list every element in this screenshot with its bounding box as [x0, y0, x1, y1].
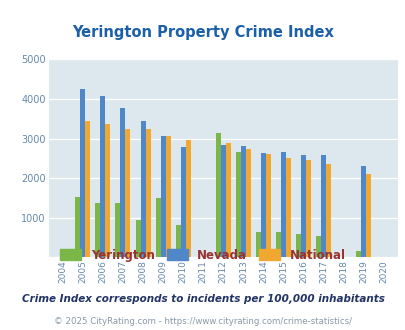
Bar [280, 152, 285, 257]
Bar [240, 146, 245, 257]
Bar [105, 124, 110, 257]
Bar [305, 160, 310, 257]
Bar [301, 155, 305, 257]
Text: Yerington Property Crime Index: Yerington Property Crime Index [72, 25, 333, 40]
Bar [125, 129, 130, 257]
Bar [95, 203, 100, 257]
Bar [175, 225, 180, 257]
Bar [75, 197, 80, 257]
Bar [220, 145, 225, 257]
Bar [115, 203, 120, 257]
Bar [245, 148, 250, 257]
Legend: Yerington, Nevada, National: Yerington, Nevada, National [55, 244, 350, 266]
Bar [185, 140, 190, 257]
Bar [255, 232, 260, 257]
Bar [165, 136, 170, 257]
Bar [265, 154, 270, 257]
Bar [320, 155, 325, 257]
Bar [315, 236, 320, 257]
Bar [325, 164, 330, 257]
Text: Crime Index corresponds to incidents per 100,000 inhabitants: Crime Index corresponds to incidents per… [21, 294, 384, 304]
Bar [295, 234, 301, 257]
Bar [365, 174, 371, 257]
Bar [120, 108, 125, 257]
Bar [160, 136, 165, 257]
Bar [155, 198, 160, 257]
Bar [275, 232, 280, 257]
Bar [235, 152, 240, 257]
Bar [100, 96, 105, 257]
Bar [260, 153, 265, 257]
Bar [180, 147, 185, 257]
Bar [285, 158, 290, 257]
Bar [360, 166, 365, 257]
Bar [215, 133, 220, 257]
Bar [145, 129, 150, 257]
Bar [135, 220, 140, 257]
Bar [225, 143, 230, 257]
Bar [80, 89, 85, 257]
Bar [355, 251, 360, 257]
Text: © 2025 CityRating.com - https://www.cityrating.com/crime-statistics/: © 2025 CityRating.com - https://www.city… [54, 317, 351, 326]
Bar [140, 121, 145, 257]
Bar [85, 121, 90, 257]
